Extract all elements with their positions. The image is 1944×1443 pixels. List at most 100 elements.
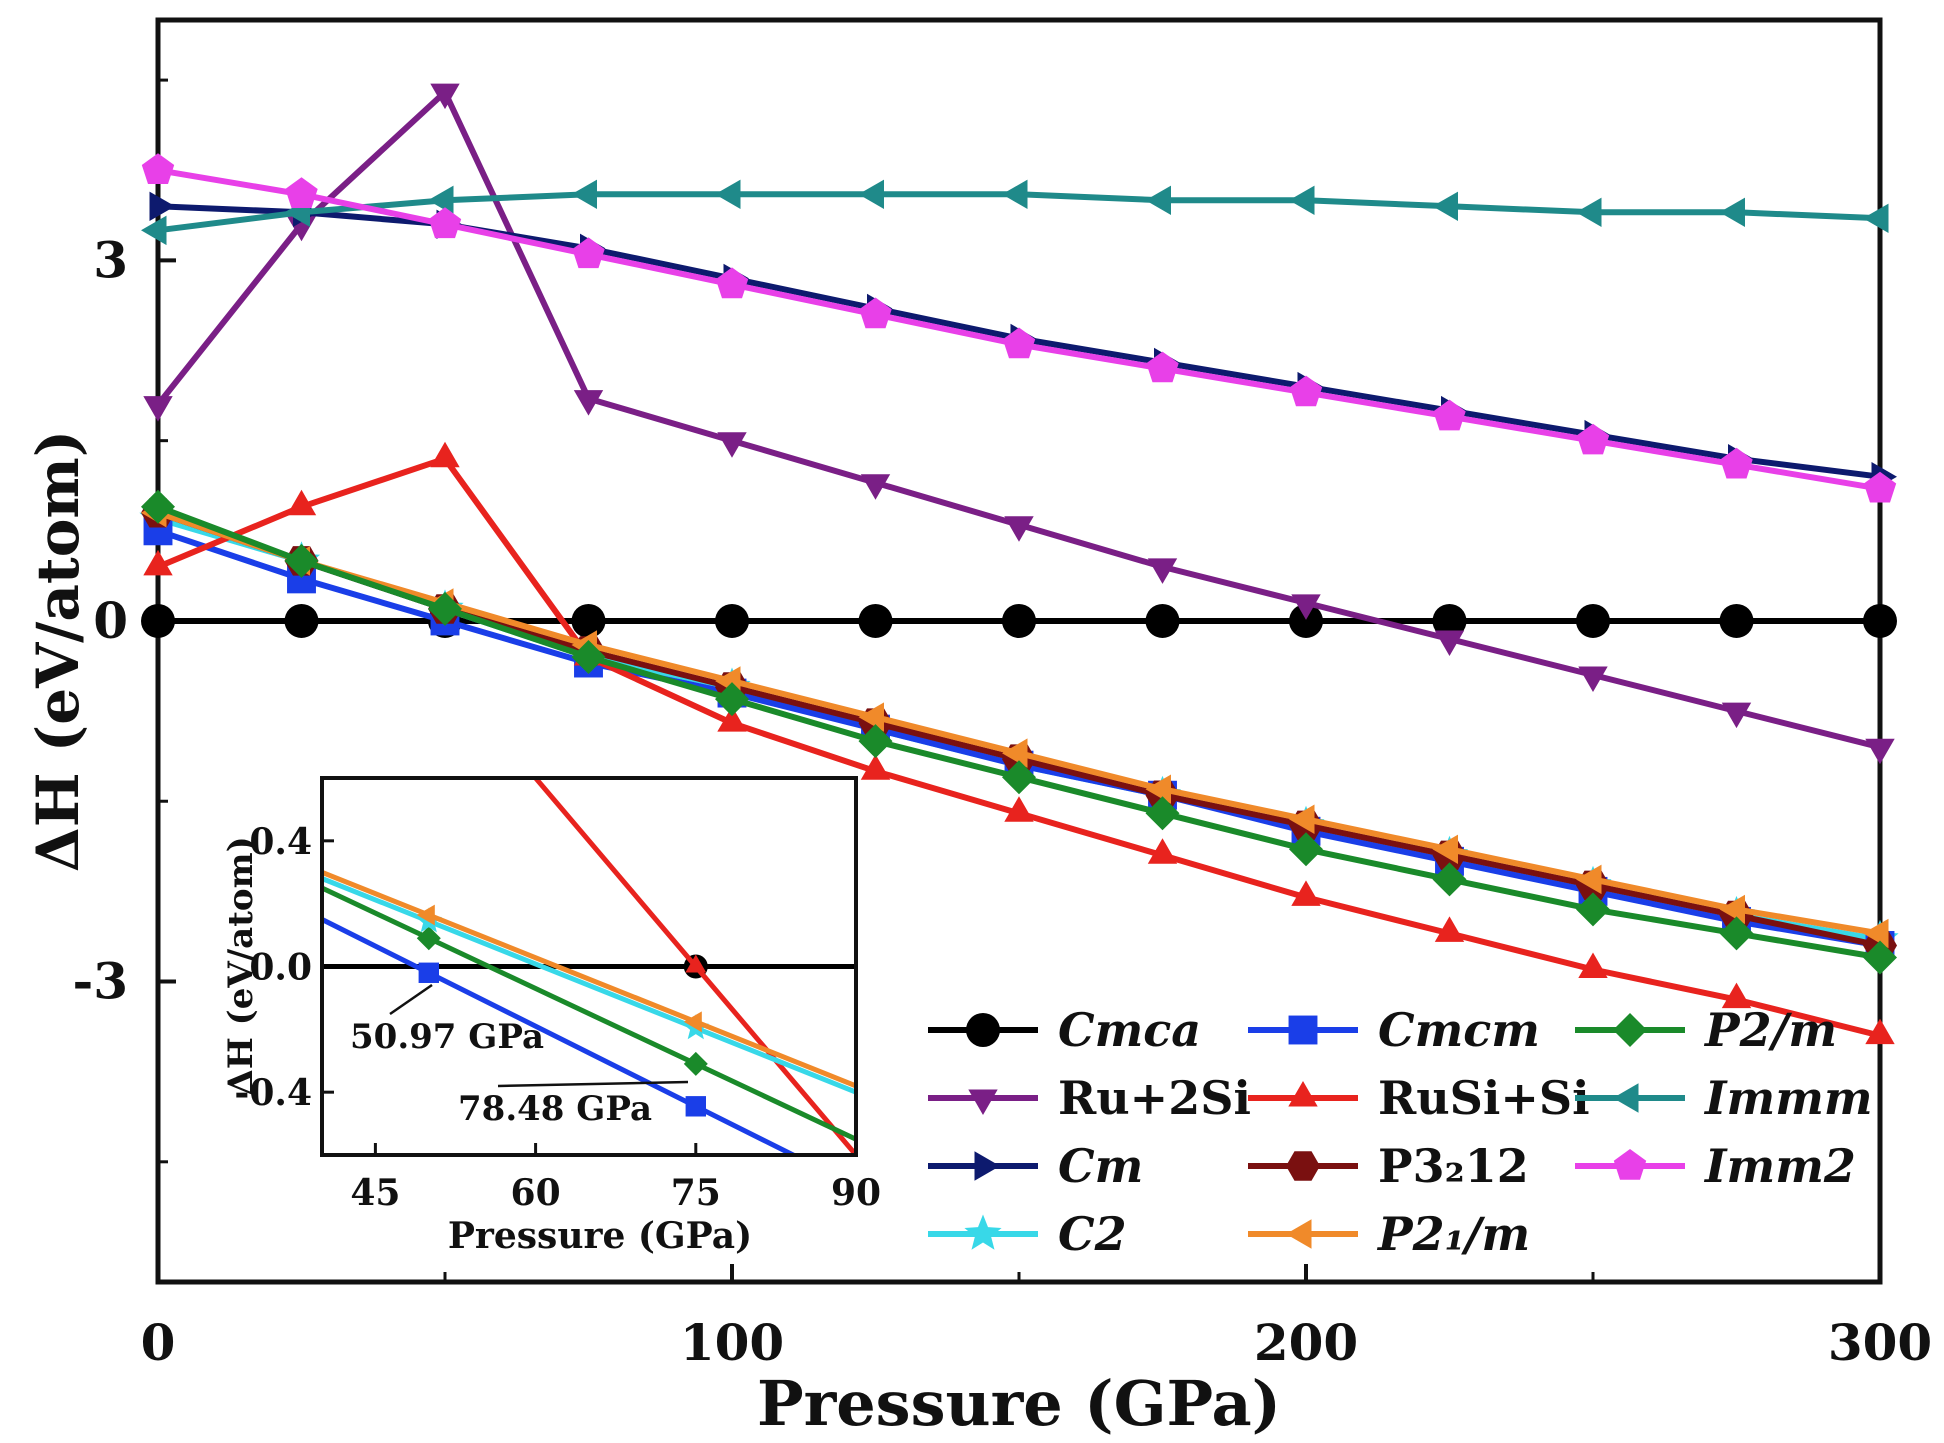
data-point-cmca	[1145, 603, 1180, 638]
data-point-p2m	[284, 543, 319, 578]
data-point-p21m	[1145, 774, 1171, 804]
main-y-tick-label: 3	[93, 230, 128, 289]
legend-item-c2: C2	[928, 1207, 1127, 1261]
data-point-cmca	[1289, 603, 1323, 638]
data-point-ru2si	[143, 396, 173, 422]
inset-series-line-p21m	[322, 869, 856, 1089]
data-point-rusisi	[860, 754, 891, 780]
inset-series-line-p2m	[322, 885, 856, 1142]
main-x-tick-label: 300	[1828, 1313, 1932, 1372]
main-axes: 0 100 200 300 -3 0 3	[72, 78, 1932, 1372]
inset-y-tick-label: -0.4	[234, 1072, 312, 1114]
data-point-imm2	[859, 297, 892, 329]
data-point-p2m	[858, 724, 893, 759]
legend-label: Ru+2Si	[1058, 1071, 1251, 1125]
legend: Cmca Cmcm P2/m Ru+2Si RuSi+Si Immm Cm P3₂12 Imm2…	[928, 1003, 1873, 1261]
legend-swatch-marker	[974, 1151, 1000, 1181]
legend-item-immm: Immm	[1575, 1071, 1873, 1125]
inset-series-line-c2	[322, 876, 856, 1095]
data-point-imm2	[715, 267, 749, 299]
data-point-immm	[1432, 191, 1458, 221]
inset-x-tick-label: 75	[671, 1172, 721, 1214]
legend-swatch-marker	[1286, 1151, 1320, 1181]
data-point-imm2	[1146, 351, 1179, 383]
data-point-immm	[715, 179, 741, 209]
legend-swatch-marker	[968, 1089, 998, 1115]
legend-swatch-marker	[1286, 1219, 1312, 1249]
legend-label: RuSi+Si	[1378, 1071, 1590, 1125]
inset-axes: 45 60 75 90 0.4 0.0 -0.4	[234, 821, 881, 1214]
main-y-axis-label: ΔH (eV/atom)	[24, 430, 92, 872]
inset-data-point-cmcm	[685, 1096, 706, 1117]
inset-x-tick-label: 60	[511, 1172, 561, 1214]
inset-series-rusisi	[533, 778, 856, 1155]
inset-y-tick-label: 0.4	[249, 821, 312, 863]
data-point-rusisi	[1434, 916, 1465, 942]
inset-data-point-rusisi	[685, 954, 707, 973]
legend-item-imm2: Imm2	[1575, 1139, 1856, 1193]
data-point-rusisi	[1721, 982, 1752, 1009]
inset-data-point-p2m	[416, 926, 441, 951]
data-point-p2m	[715, 682, 749, 717]
data-point-p2m	[428, 591, 462, 626]
main-x-axis-label: Pressure (GPa)	[757, 1367, 1281, 1440]
data-point-cmca	[141, 603, 175, 638]
data-point-p2m	[1863, 940, 1897, 975]
data-point-ru2si	[1004, 516, 1034, 542]
data-point-cmca	[1002, 603, 1036, 638]
data-point-p2m	[1145, 796, 1180, 831]
legend-item-cm: Cm	[928, 1139, 1143, 1193]
data-point-immm	[1576, 197, 1602, 227]
data-point-p2m	[1289, 832, 1323, 867]
data-point-cm	[149, 191, 175, 221]
data-point-ru2si	[573, 390, 604, 416]
data-point-immm	[141, 215, 167, 246]
inset-series-cmcm	[322, 917, 799, 1155]
data-point-p21m	[1576, 864, 1602, 895]
data-point-ru2si	[717, 432, 747, 458]
legend-swatch-marker	[1613, 1149, 1647, 1180]
data-point-p2m	[1576, 892, 1610, 927]
inset-series-layer: 50.97 GPa 78.48 GPa	[322, 778, 856, 1155]
series-ru2si	[143, 83, 1895, 765]
data-point-immm	[858, 179, 884, 209]
data-point-rusisi	[286, 489, 317, 516]
data-point-immm	[1002, 179, 1028, 209]
data-point-p2m	[1002, 760, 1036, 795]
inset-series-line-cmcm	[322, 917, 799, 1155]
data-point-p2m	[1719, 916, 1754, 951]
legend-swatch-marker	[1288, 1015, 1318, 1045]
data-point-p21m	[858, 702, 884, 732]
legend-swatch-marker	[966, 1013, 1000, 1047]
data-point-rusisi	[143, 549, 173, 576]
data-point-rusisi	[1004, 796, 1034, 822]
series-rusisi	[143, 441, 1895, 1045]
data-point-cmca	[1432, 603, 1467, 638]
legend-swatch-marker	[1613, 1013, 1647, 1047]
legend-label: P2₁/m	[1376, 1207, 1530, 1261]
data-point-cmca	[715, 603, 749, 638]
inset-data-point-cmcm	[418, 962, 439, 983]
data-point-rusisi	[1578, 952, 1608, 978]
data-point-ru2si	[430, 83, 460, 110]
data-point-imm2	[141, 153, 175, 184]
legend-item-cmca: Cmca	[928, 1003, 1201, 1057]
data-point-cmca	[1863, 603, 1897, 638]
main-y-tick-label: -3	[72, 952, 128, 1011]
data-point-immm	[1863, 203, 1889, 233]
main-y-tick-label: 0	[93, 591, 128, 650]
data-point-immm	[571, 179, 597, 209]
data-point-cmca	[858, 603, 893, 638]
data-point-rusisi	[1147, 838, 1178, 864]
main-x-tick-label: 100	[680, 1313, 784, 1372]
legend-swatch-marker	[1613, 1083, 1639, 1113]
inset-y-axis-label: ΔH (eV/atom)	[221, 836, 261, 1095]
legend-item-p21m: P2₁/m	[1248, 1207, 1530, 1261]
legend-label: P3₂12	[1378, 1139, 1529, 1193]
data-point-p21m	[1863, 918, 1889, 949]
legend-item-rusisi: RuSi+Si	[1248, 1071, 1590, 1125]
data-point-rusisi	[1865, 1018, 1895, 1045]
series-immm	[141, 179, 1889, 246]
annotation-label: 50.97 GPa	[350, 1017, 544, 1057]
legend-item-p3212: P3₂12	[1248, 1139, 1529, 1193]
